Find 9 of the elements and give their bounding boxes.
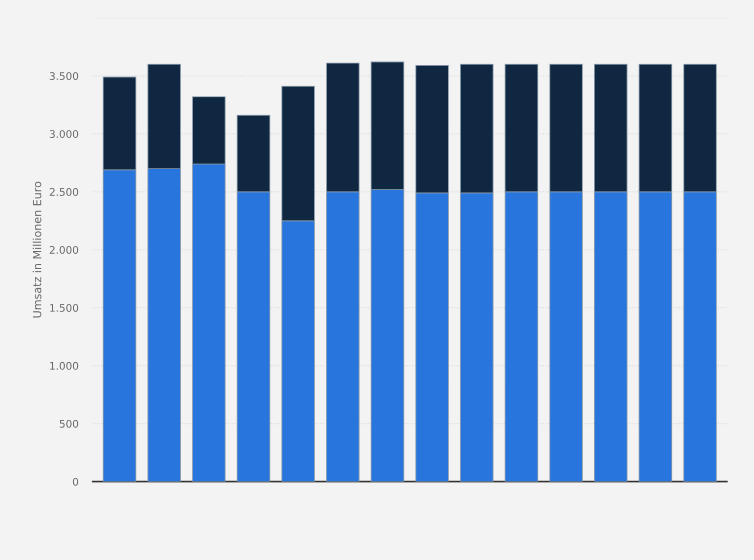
y-tick-label: 1.000 xyxy=(50,362,78,370)
y-tick-label: 3.000 xyxy=(50,130,78,138)
y-tick-label: 2.000 xyxy=(50,246,78,254)
y-tick-label: 0 xyxy=(72,478,78,486)
y-tick-label: 1.500 xyxy=(50,304,78,312)
y-tick-label: 2.500 xyxy=(50,188,78,196)
y-tick-label: 500 xyxy=(60,420,78,428)
y-tick-label: 3.500 xyxy=(50,72,78,80)
y-axis-title: Umsatz in Millionen Euro xyxy=(32,182,42,318)
